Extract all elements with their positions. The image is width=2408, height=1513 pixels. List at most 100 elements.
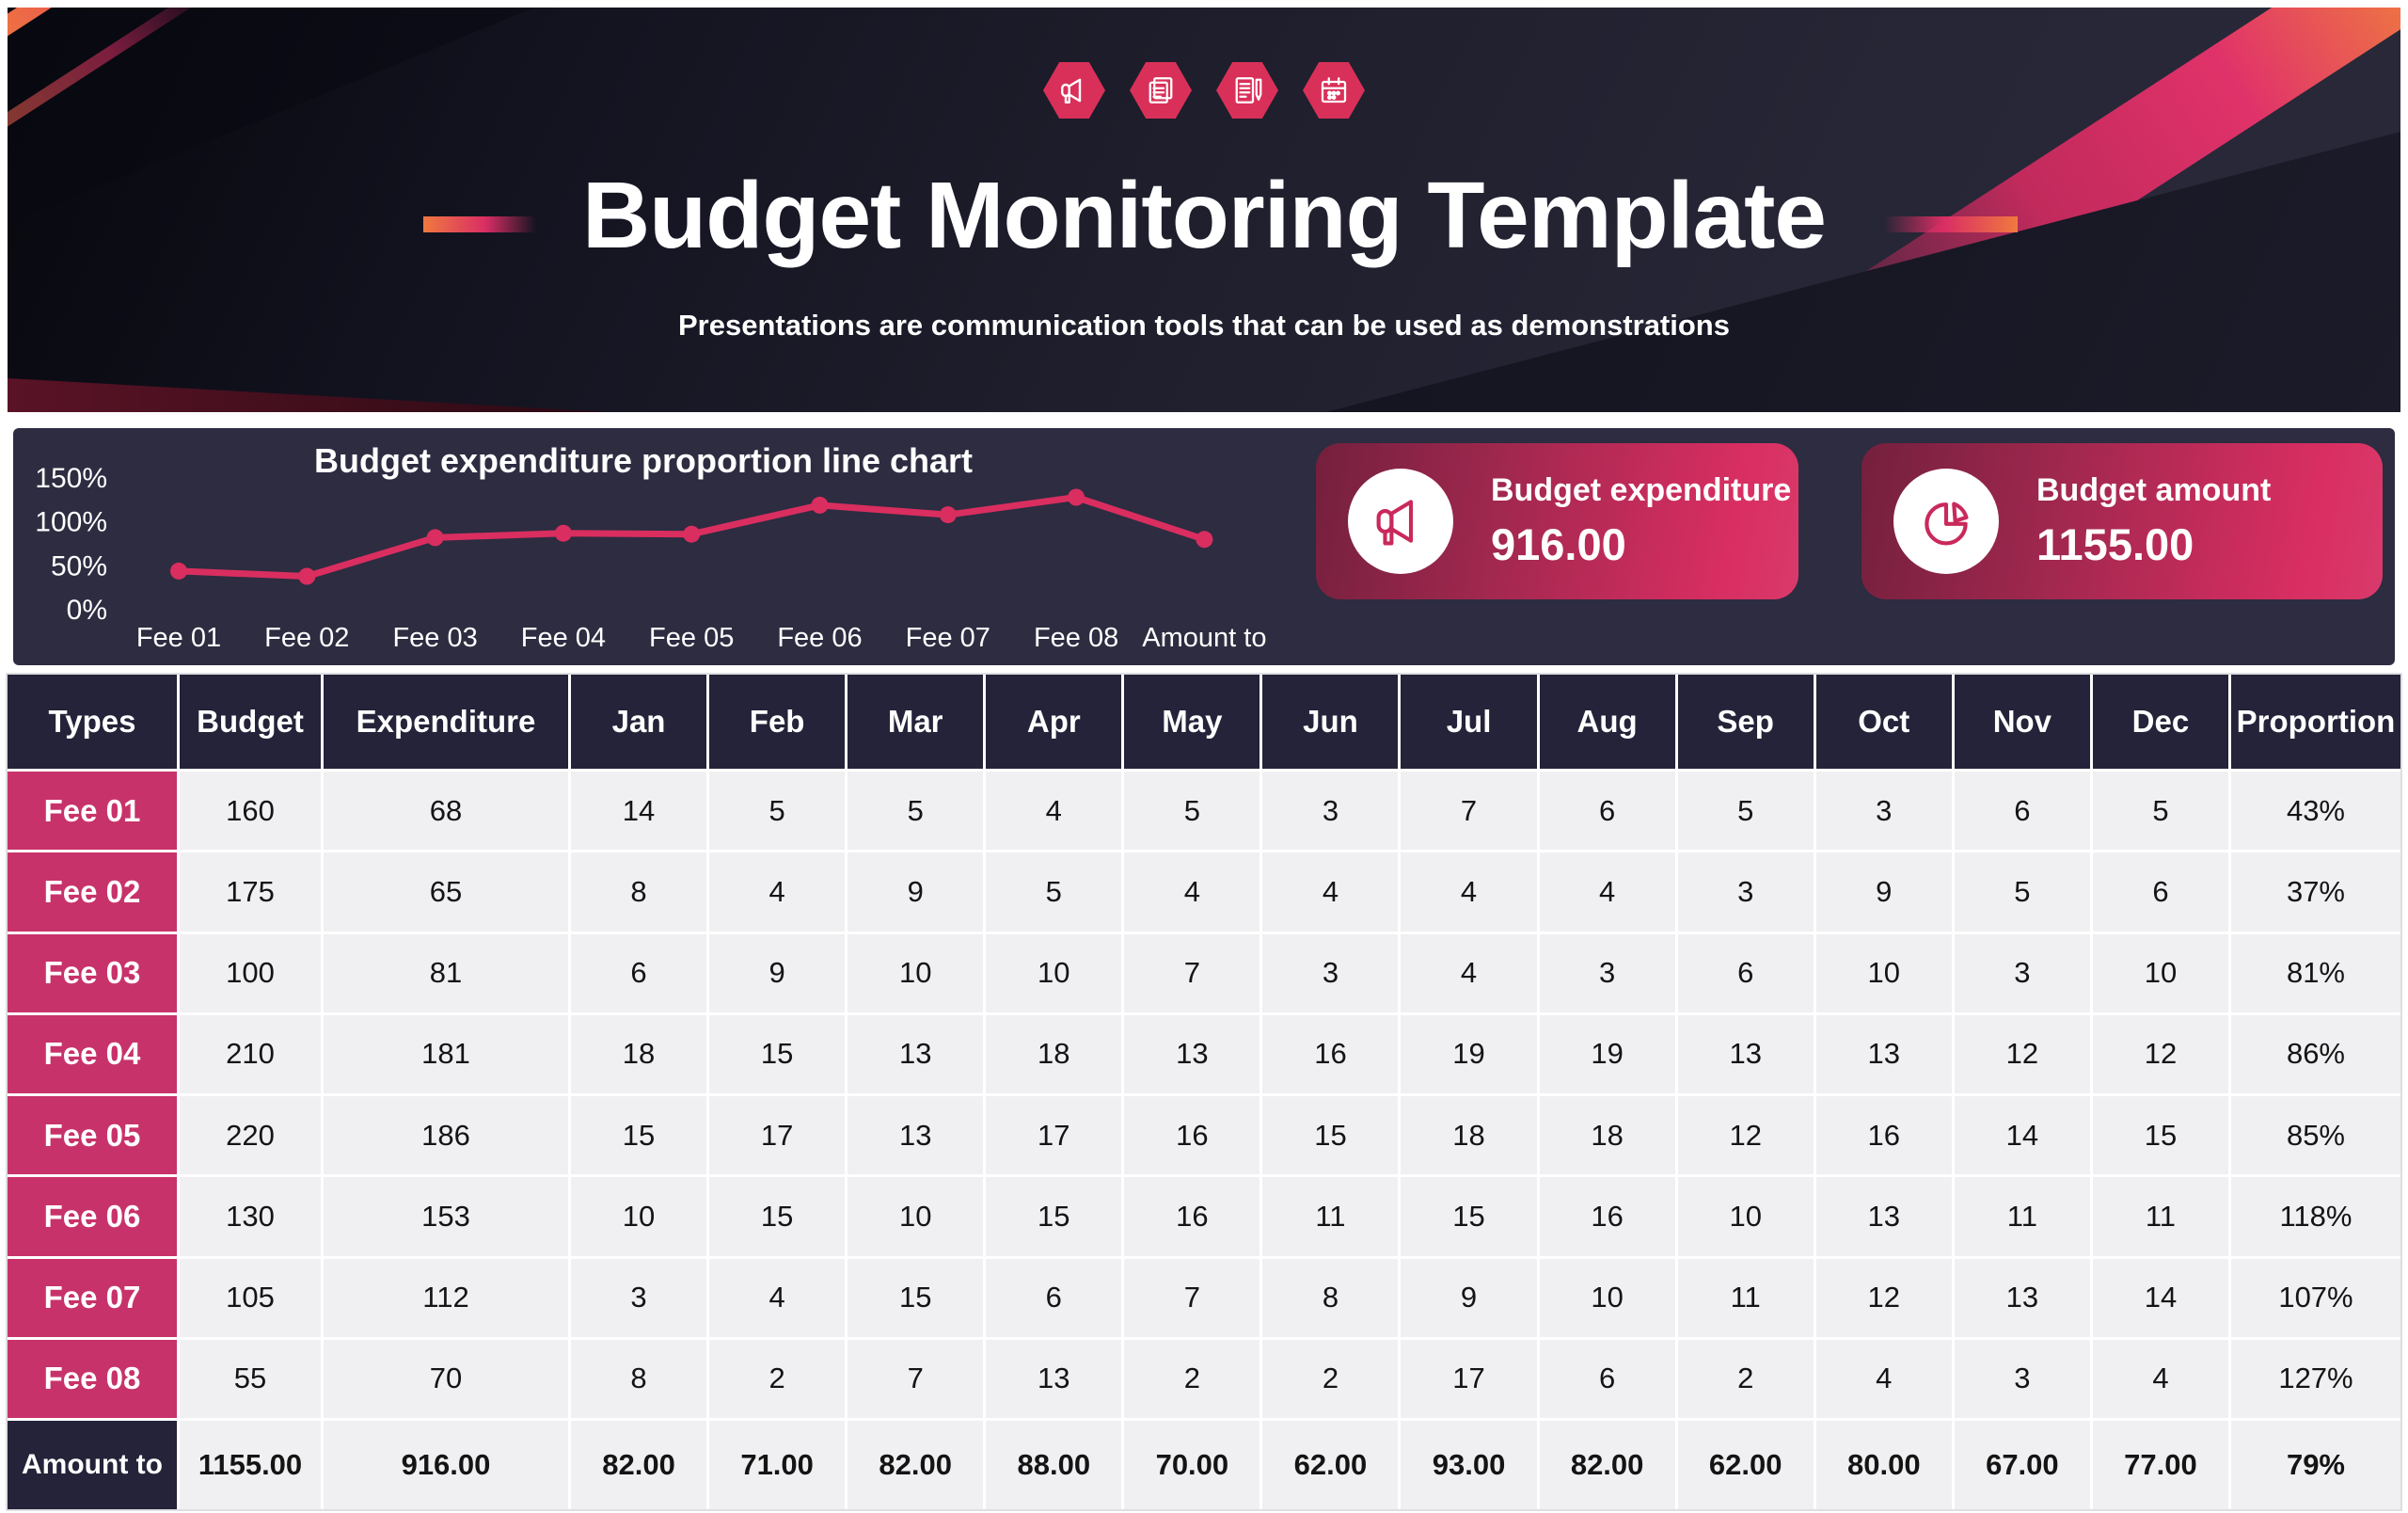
title-accent-left bbox=[423, 216, 536, 232]
budget-expenditure-card: Budget expenditure 916.00 bbox=[1316, 443, 1798, 599]
table-cell: 7 bbox=[1401, 772, 1537, 851]
table-cell: 14 bbox=[2092, 1258, 2228, 1337]
table-cell: 210 bbox=[180, 1014, 321, 1093]
table-cell: 81% bbox=[2230, 933, 2400, 1012]
budget-amount-card: Budget amount 1155.00 bbox=[1861, 443, 2383, 599]
row-header: Fee 07 bbox=[8, 1258, 177, 1337]
table-cell: 10 bbox=[1815, 933, 1952, 1012]
table-cell: 8 bbox=[1262, 1258, 1399, 1337]
page-subtitle: Presentations are communication tools th… bbox=[678, 309, 1730, 342]
table-cell: 13 bbox=[1954, 1258, 2090, 1337]
table-cell: 4 bbox=[1401, 852, 1537, 932]
table-cell: 9 bbox=[709, 933, 846, 1012]
column-header: Apr bbox=[986, 675, 1122, 769]
column-header: Jun bbox=[1262, 675, 1399, 769]
table-cell: 4 bbox=[986, 772, 1122, 851]
row-header: Fee 02 bbox=[8, 852, 177, 932]
table-cell: 5 bbox=[2092, 772, 2228, 851]
row-header: Fee 04 bbox=[8, 1014, 177, 1093]
table-cell: 6 bbox=[1539, 772, 1675, 851]
card-label: Budget expenditure bbox=[1491, 472, 1792, 508]
table-cell: 4 bbox=[1815, 1339, 1952, 1418]
table-cell: 6 bbox=[1677, 933, 1814, 1012]
column-header: Types bbox=[8, 675, 177, 769]
row-header: Fee 08 bbox=[8, 1339, 177, 1418]
table-cell: 10 bbox=[1539, 1258, 1675, 1337]
table-cell: 186 bbox=[324, 1096, 568, 1175]
card-value: 1155.00 bbox=[2036, 519, 2194, 569]
table-cell: 8 bbox=[571, 852, 707, 932]
table-cell: 14 bbox=[1954, 1096, 2090, 1175]
row-header: Fee 01 bbox=[8, 772, 177, 851]
table-cell: 7 bbox=[1124, 933, 1260, 1012]
table-cell: 3 bbox=[1539, 933, 1675, 1012]
table-cell: 17 bbox=[709, 1096, 846, 1175]
row-header: Fee 05 bbox=[8, 1096, 177, 1175]
column-header: Mar bbox=[848, 675, 984, 769]
svg-text:0%: 0% bbox=[67, 595, 107, 626]
megaphone-icon bbox=[1043, 62, 1105, 119]
table-cell: 175 bbox=[180, 852, 321, 932]
table-cell: 15 bbox=[2092, 1096, 2228, 1175]
table-cell: 10 bbox=[1677, 1177, 1814, 1256]
total-cell: 93.00 bbox=[1401, 1421, 1537, 1509]
table-cell: 4 bbox=[1539, 852, 1675, 932]
table-cell: 9 bbox=[1401, 1258, 1537, 1337]
banner: Budget Monitoring Template Presentations… bbox=[8, 8, 2400, 412]
table-cell: 13 bbox=[1124, 1014, 1260, 1093]
table-cell: 160 bbox=[180, 772, 321, 851]
table-cell: 5 bbox=[848, 772, 984, 851]
total-cell: 79% bbox=[2230, 1421, 2400, 1509]
table-cell: 6 bbox=[2092, 852, 2228, 932]
table-cell: 16 bbox=[1539, 1177, 1675, 1256]
table-cell: 9 bbox=[1815, 852, 1952, 932]
total-cell: 71.00 bbox=[709, 1421, 846, 1509]
total-cell: 82.00 bbox=[1539, 1421, 1675, 1509]
table-cell: 13 bbox=[1815, 1014, 1952, 1093]
table-cell: 6 bbox=[986, 1258, 1122, 1337]
svg-text:Fee 06: Fee 06 bbox=[777, 623, 862, 653]
total-cell: 1155.00 bbox=[180, 1421, 321, 1509]
table-cell: 13 bbox=[986, 1339, 1122, 1418]
table-cell: 10 bbox=[848, 1177, 984, 1256]
table-cell: 2 bbox=[1262, 1339, 1399, 1418]
row-header: Fee 06 bbox=[8, 1177, 177, 1256]
table-cell: 15 bbox=[1401, 1177, 1537, 1256]
table-cell: 68 bbox=[324, 772, 568, 851]
table-cell: 112 bbox=[324, 1258, 568, 1337]
table-cell: 15 bbox=[709, 1177, 846, 1256]
line-chart: 0% 50% 100% 150% Fee 01 Fee 02 Fee 03 Fee 04 Fee… bbox=[35, 463, 1266, 653]
card-value: 916.00 bbox=[1491, 519, 1626, 569]
table-cell: 5 bbox=[709, 772, 846, 851]
table-cell: 12 bbox=[2092, 1014, 2228, 1093]
table-cell: 16 bbox=[1262, 1014, 1399, 1093]
svg-text:150%: 150% bbox=[35, 463, 107, 494]
table-cell: 13 bbox=[1815, 1177, 1952, 1256]
table-cell: 5 bbox=[1677, 772, 1814, 851]
table-cell: 86% bbox=[2230, 1014, 2400, 1093]
table-cell: 13 bbox=[848, 1096, 984, 1175]
table-cell: 19 bbox=[1401, 1014, 1537, 1093]
table-cell: 130 bbox=[180, 1177, 321, 1256]
table-cell: 118% bbox=[2230, 1177, 2400, 1256]
total-cell: 62.00 bbox=[1677, 1421, 1814, 1509]
total-cell: 82.00 bbox=[571, 1421, 707, 1509]
banner-icon-row bbox=[8, 62, 2400, 119]
table-cell: 2 bbox=[1124, 1339, 1260, 1418]
table-cell: 5 bbox=[986, 852, 1122, 932]
table-cell: 18 bbox=[1401, 1096, 1537, 1175]
table-cell: 4 bbox=[1124, 852, 1260, 932]
table-cell: 8 bbox=[571, 1339, 707, 1418]
table-cell: 18 bbox=[986, 1014, 1122, 1093]
table-cell: 3 bbox=[1954, 1339, 2090, 1418]
table-cell: 9 bbox=[848, 852, 984, 932]
table-cell: 153 bbox=[324, 1177, 568, 1256]
svg-text:Amount to: Amount to bbox=[1142, 623, 1266, 653]
svg-text:Fee 02: Fee 02 bbox=[264, 623, 349, 653]
table-cell: 3 bbox=[1815, 772, 1952, 851]
svg-text:50%: 50% bbox=[51, 550, 107, 581]
table-cell: 6 bbox=[1539, 1339, 1675, 1418]
table-cell: 12 bbox=[1815, 1258, 1952, 1337]
table-cell: 11 bbox=[1677, 1258, 1814, 1337]
column-header: Proportion bbox=[2230, 675, 2400, 769]
